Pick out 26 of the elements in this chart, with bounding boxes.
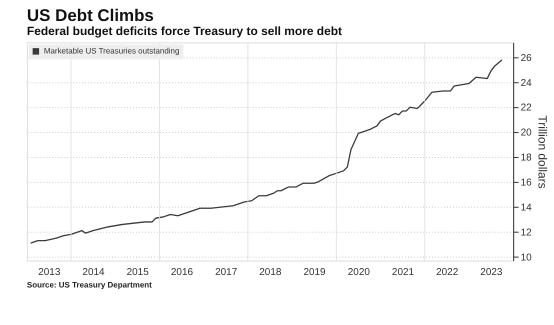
x-tick-label: 2019 <box>303 267 326 278</box>
x-tick-label: 2018 <box>259 267 282 278</box>
y-tick-label: 12 <box>520 227 532 238</box>
x-tick-label: 2013 <box>38 267 61 278</box>
y-tick-label: 20 <box>520 128 532 139</box>
legend-label: Marketable US Treasuries outstanding <box>44 46 180 56</box>
x-tick-label: 2020 <box>348 267 370 278</box>
line-series <box>30 59 503 244</box>
chart-subtitle: Federal budget deficits force Treasury to sell more debt <box>26 24 342 38</box>
x-tick-label: 2014 <box>82 267 106 278</box>
y-tick-label: 16 <box>520 178 532 189</box>
x-tick-label: 2016 <box>170 267 194 278</box>
source-note: Source: US Treasury Department <box>26 280 152 290</box>
y-tick-label: 18 <box>520 152 532 164</box>
x-tick-label: 2015 <box>126 267 150 278</box>
y-tick-label: 24 <box>520 78 532 89</box>
chart-title: US Debt Climbs <box>26 6 154 26</box>
y-axis-title: Trillion dollars <box>536 115 550 189</box>
x-tick-label: 2022 <box>436 267 459 278</box>
y-tick-label: 14 <box>520 202 532 214</box>
x-tick-label: 2017 <box>215 267 238 278</box>
y-tick-label: 22 <box>520 102 532 114</box>
x-tick-label: 2023 <box>480 267 503 278</box>
x-tick-label: 2021 <box>392 267 415 278</box>
y-tick-label: 26 <box>520 52 532 64</box>
y-tick-label: 10 <box>520 252 532 264</box>
